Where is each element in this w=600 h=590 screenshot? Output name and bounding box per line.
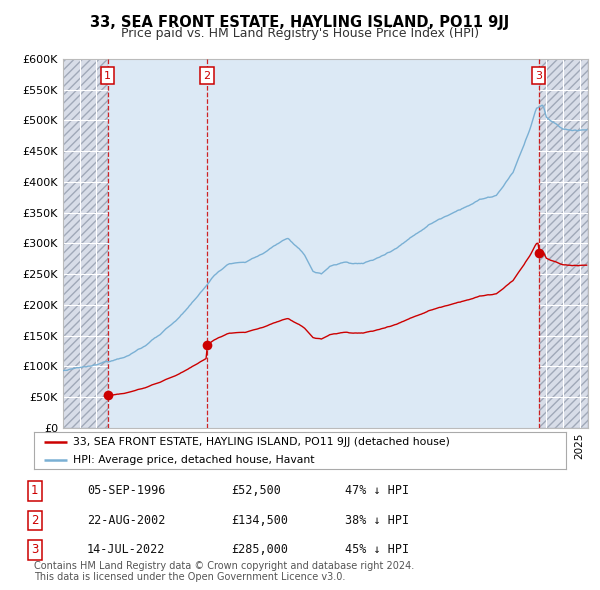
- Text: 3: 3: [535, 71, 542, 81]
- Text: £285,000: £285,000: [231, 543, 288, 556]
- Text: 05-SEP-1996: 05-SEP-1996: [87, 484, 166, 497]
- Bar: [539, 59, 588, 428]
- Text: 47% ↓ HPI: 47% ↓ HPI: [345, 484, 409, 497]
- Text: 1: 1: [104, 71, 111, 81]
- Text: 33, SEA FRONT ESTATE, HAYLING ISLAND, PO11 9JJ (detached house): 33, SEA FRONT ESTATE, HAYLING ISLAND, PO…: [73, 437, 450, 447]
- Text: £134,500: £134,500: [231, 514, 288, 527]
- Text: 3: 3: [31, 543, 38, 556]
- Text: 1: 1: [31, 484, 38, 497]
- Text: 14-JUL-2022: 14-JUL-2022: [87, 543, 166, 556]
- Text: Price paid vs. HM Land Registry's House Price Index (HPI): Price paid vs. HM Land Registry's House …: [121, 27, 479, 40]
- Text: 22-AUG-2002: 22-AUG-2002: [87, 514, 166, 527]
- Text: 33, SEA FRONT ESTATE, HAYLING ISLAND, PO11 9JJ: 33, SEA FRONT ESTATE, HAYLING ISLAND, PO…: [91, 15, 509, 30]
- Text: 45% ↓ HPI: 45% ↓ HPI: [345, 543, 409, 556]
- Text: 2: 2: [203, 71, 211, 81]
- Text: 2: 2: [31, 514, 38, 527]
- Text: 38% ↓ HPI: 38% ↓ HPI: [345, 514, 409, 527]
- Text: Contains HM Land Registry data © Crown copyright and database right 2024.
This d: Contains HM Land Registry data © Crown c…: [34, 560, 415, 582]
- Text: HPI: Average price, detached house, Havant: HPI: Average price, detached house, Hava…: [73, 454, 314, 464]
- Text: £52,500: £52,500: [231, 484, 281, 497]
- Bar: [63, 59, 107, 428]
- Bar: [107, 59, 538, 428]
